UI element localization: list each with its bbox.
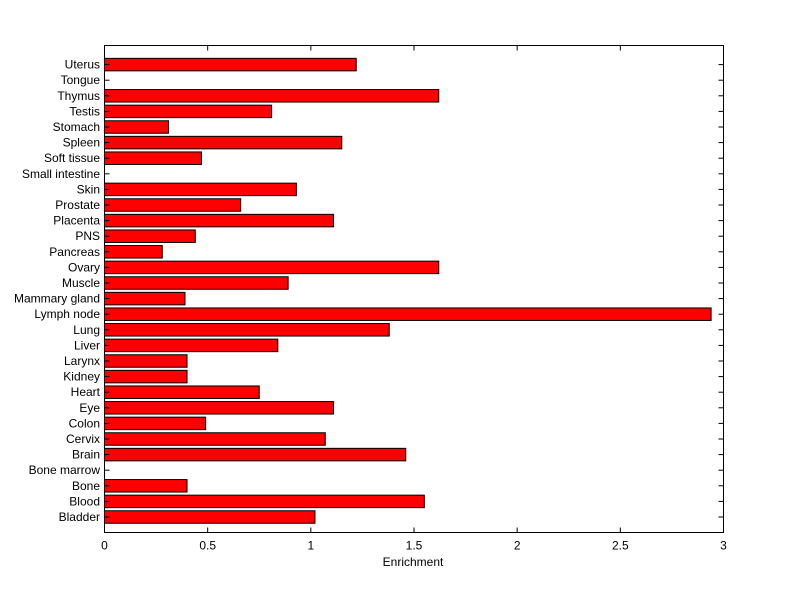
category-label: Lung <box>73 323 100 337</box>
bar <box>104 338 279 353</box>
bar <box>104 260 440 275</box>
category-label: Eye <box>79 401 100 415</box>
category-label: Uterus <box>65 58 100 72</box>
bar <box>104 229 196 243</box>
category-label: Pancreas <box>49 245 100 259</box>
bars-layer <box>104 57 712 524</box>
category-label: Heart <box>71 385 101 399</box>
bar <box>104 57 357 72</box>
bar <box>104 401 335 415</box>
bar <box>104 447 407 462</box>
category-label: Stomach <box>53 120 100 134</box>
bar <box>104 416 207 431</box>
category-label: Lymph node <box>34 307 100 321</box>
x-tick-label: 1.5 <box>406 539 423 553</box>
x-tick-label: 0 <box>101 539 108 553</box>
category-label: Bone marrow <box>29 463 101 477</box>
bar <box>104 307 712 321</box>
category-label: Thymus <box>57 89 100 103</box>
category-label: Bladder <box>59 510 100 524</box>
x-tick-label: 1 <box>307 539 314 553</box>
bar <box>104 151 202 165</box>
bar <box>104 276 289 290</box>
category-label: Muscle <box>62 276 100 290</box>
category-label: Kidney <box>63 370 100 384</box>
bar <box>104 198 242 212</box>
category-label: Larynx <box>64 354 100 368</box>
category-label: Bone <box>72 479 100 493</box>
x-tick-label: 3 <box>720 539 727 553</box>
x-tick-label: 2 <box>514 539 521 553</box>
category-label: Tongue <box>61 73 101 87</box>
category-label: PNS <box>75 229 100 243</box>
category-label: Ovary <box>68 260 100 274</box>
category-label: Blood <box>69 494 100 508</box>
x-axis-title: Enrichment <box>383 555 444 569</box>
x-tick-labels: 0 0.5 1 1.5 2 2.5 3 <box>101 539 727 553</box>
category-label: Skin <box>77 182 100 196</box>
bar <box>104 369 188 384</box>
bar <box>104 104 273 119</box>
category-label: Spleen <box>63 136 100 150</box>
bar <box>104 385 260 399</box>
x-tick-label: 0.5 <box>199 539 216 553</box>
bar <box>104 291 186 306</box>
bar <box>104 494 425 509</box>
bar <box>104 323 390 337</box>
category-label: Brain <box>72 448 100 462</box>
bar <box>104 354 188 368</box>
category-label: Testis <box>69 104 100 118</box>
x-tick-label: 2.5 <box>612 539 629 553</box>
category-label: Mammary gland <box>14 292 100 306</box>
category-label: Soft tissue <box>44 151 100 165</box>
bar <box>104 182 297 197</box>
bar <box>104 120 169 134</box>
bar <box>104 213 335 228</box>
category-label: Small intestine <box>22 167 100 181</box>
category-label: Cervix <box>66 432 100 446</box>
category-label: Colon <box>69 416 100 430</box>
category-label: Prostate <box>55 198 100 212</box>
category-label: Placenta <box>53 214 100 228</box>
bar <box>104 510 316 524</box>
bar <box>104 432 326 446</box>
bar <box>104 479 188 493</box>
bar <box>104 245 163 259</box>
bar <box>104 89 440 103</box>
category-label: Liver <box>74 338 100 352</box>
bar <box>104 135 343 150</box>
plot-frame <box>104 45 724 533</box>
